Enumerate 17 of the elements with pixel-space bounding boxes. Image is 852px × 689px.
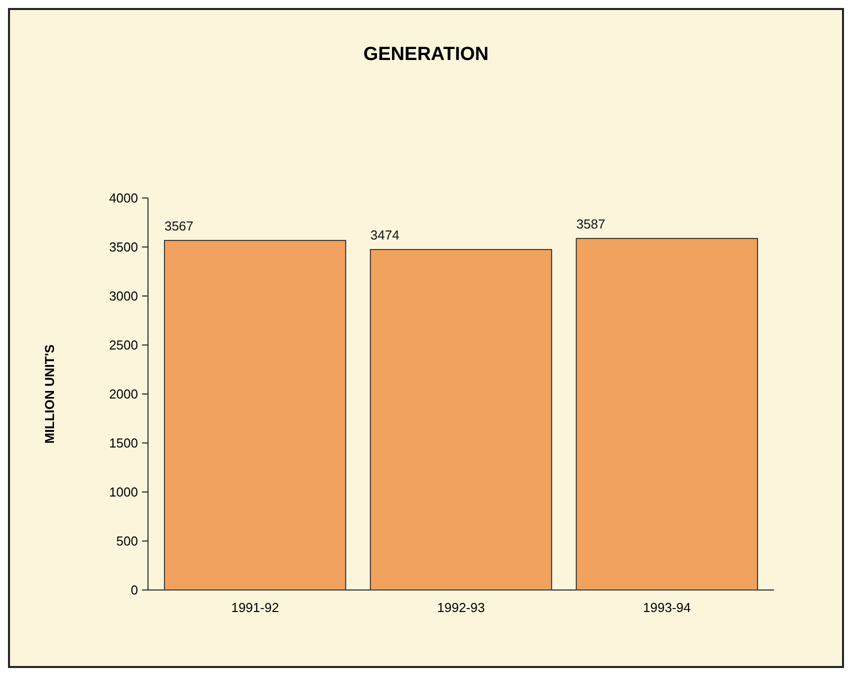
x-tick-label: 1992-93 xyxy=(437,600,485,615)
x-tick-label: 1991-92 xyxy=(231,600,279,615)
y-axis-title: MILLION UNIT'S xyxy=(42,344,57,444)
data-label: 3567 xyxy=(164,218,194,234)
chart-title: GENERATION xyxy=(363,44,489,65)
y-tick-label: 2000 xyxy=(109,386,138,402)
data-label: 3587 xyxy=(576,216,606,232)
y-tick-label: 1000 xyxy=(109,484,138,500)
y-tick-label: 500 xyxy=(116,534,138,549)
y-tick-label: 4000 xyxy=(109,190,138,206)
y-tick-label: 0 xyxy=(130,582,138,598)
x-tick-label: 1993-94 xyxy=(643,600,691,615)
y-tick-label: 1500 xyxy=(109,436,138,451)
data-label: 3474 xyxy=(370,228,400,243)
y-tick-label: 3000 xyxy=(109,288,138,304)
y-tick-label: 2500 xyxy=(109,338,138,353)
y-tick-label: 3500 xyxy=(109,240,138,255)
